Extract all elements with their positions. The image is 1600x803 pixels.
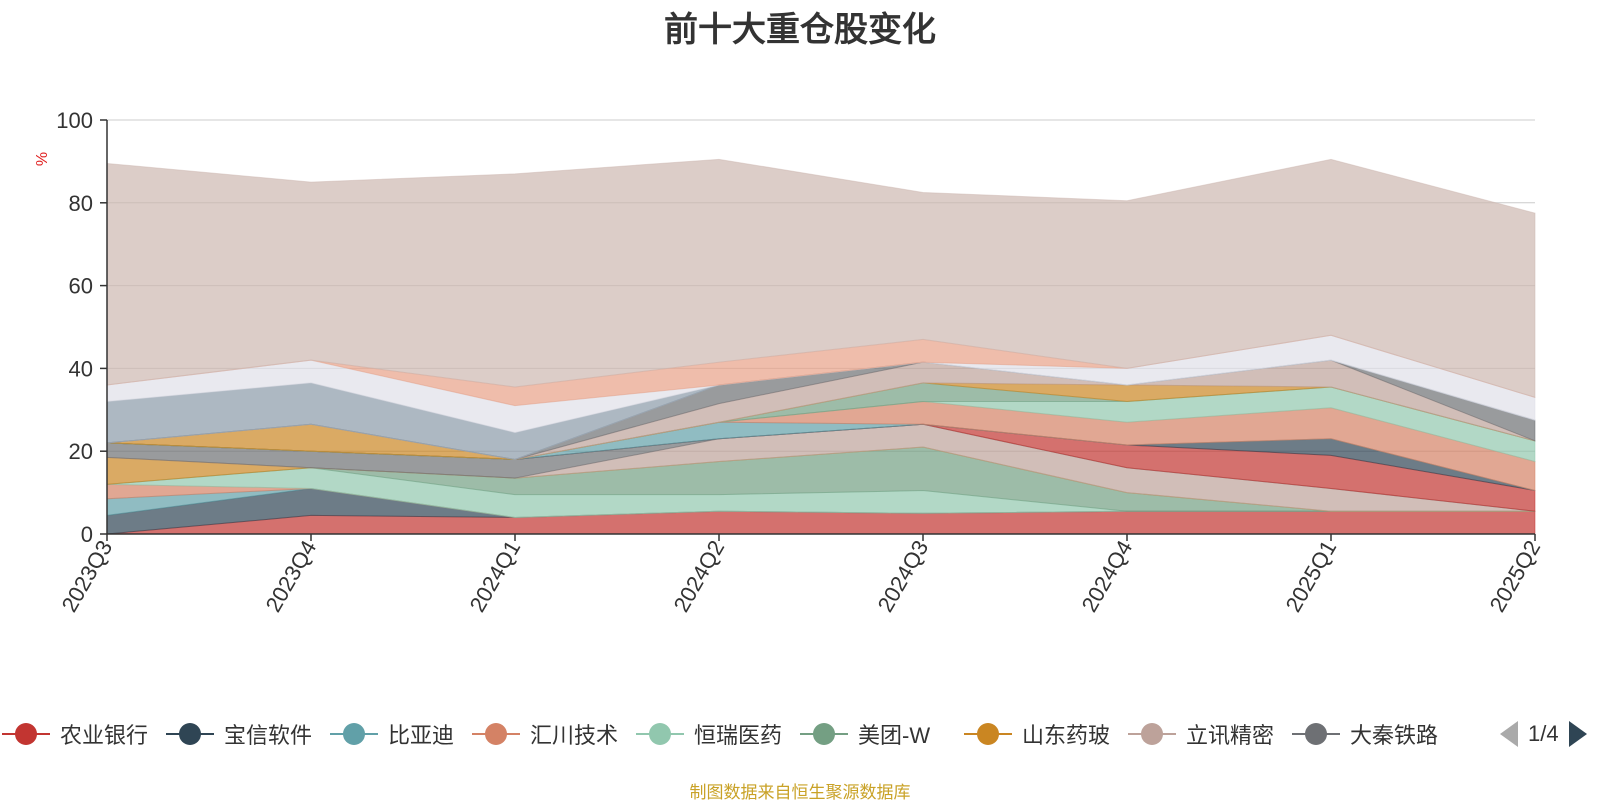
x-tick-label: 2025Q1 (1281, 536, 1342, 616)
legend-label: 比亚迪 (388, 723, 455, 748)
y-axis-unit: % (34, 151, 52, 167)
legend: 农业银行 宝信软件 比亚迪 汇川技术 恒瑞医药 美团-W 山东药玻 立讯精密 大秦铁路 1/4 (0, 716, 1600, 752)
legend-prev-arrow-icon[interactable] (1500, 721, 1518, 747)
y-tick-label: 60 (69, 274, 93, 299)
legend-item[interactable]: 美团-W (798, 716, 930, 752)
legend-items: 农业银行 宝信软件 比亚迪 汇川技术 恒瑞医药 美团-W 山东药玻 立讯精密 大秦铁路 (0, 716, 1480, 752)
x-tick-label: 2025Q2 (1485, 536, 1546, 616)
legend-marker-icon (472, 723, 520, 745)
x-tick-label: 2023Q3 (57, 536, 118, 616)
legend-item[interactable]: 比亚迪 (328, 716, 454, 752)
x-tick-label: 2024Q1 (465, 536, 526, 616)
y-tick-label: 20 (69, 439, 93, 464)
legend-marker-icon (800, 723, 848, 745)
chart-title: 前十大重仓股变化 (664, 11, 936, 49)
legend-item[interactable]: 农业银行 (0, 716, 148, 752)
legend-marker-icon (1292, 723, 1340, 745)
y-tick-label: 100 (56, 108, 93, 133)
y-tick-label: 40 (69, 356, 93, 381)
legend-marker-icon (330, 723, 378, 745)
legend-label: 立讯精密 (1186, 723, 1275, 748)
legend-marker-icon (1128, 723, 1176, 745)
stacked-area-chart: 0 20 40 60 80 100 2023Q3 2023Q4 2024Q1 2024Q2 2024… (56, 108, 1546, 616)
legend-item[interactable]: 大秦铁路 (1290, 716, 1438, 752)
x-tick-label: 2024Q4 (1077, 536, 1138, 616)
legend-marker-icon (2, 723, 50, 745)
legend-next-arrow-icon[interactable] (1568, 721, 1587, 747)
legend-marker-icon (964, 723, 1012, 745)
legend-item[interactable]: 宝信软件 (164, 716, 312, 752)
legend-label: 美团-W (858, 723, 931, 748)
legend-label: 大秦铁路 (1350, 723, 1439, 748)
legend-item[interactable]: 山东药玻 (962, 716, 1110, 752)
legend-label: 宝信软件 (224, 723, 313, 748)
legend-page-indicator: 1/4 (1528, 721, 1559, 746)
data-source-note: 制图数据来自恒生聚源数据库 (689, 783, 911, 802)
legend-label: 恒瑞医药 (694, 723, 783, 748)
legend-label: 农业银行 (60, 723, 149, 748)
legend-label: 山东药玻 (1022, 723, 1111, 748)
area-series (106, 158, 1536, 399)
x-tick-label: 2024Q3 (873, 536, 934, 616)
x-tick-label: 2023Q4 (261, 536, 322, 616)
legend-pager: 1/4 (1500, 716, 1587, 752)
legend-item[interactable]: 汇川技术 (470, 716, 618, 752)
legend-marker-icon (636, 723, 684, 745)
legend-item[interactable]: 恒瑞医药 (634, 716, 782, 752)
legend-marker-icon (166, 723, 214, 745)
y-tick-label: 0 (81, 522, 93, 547)
legend-label: 汇川技术 (530, 723, 619, 748)
x-tick-label: 2024Q2 (669, 536, 730, 616)
legend-item[interactable]: 立讯精密 (1126, 716, 1274, 752)
y-tick-label: 80 (69, 191, 93, 216)
